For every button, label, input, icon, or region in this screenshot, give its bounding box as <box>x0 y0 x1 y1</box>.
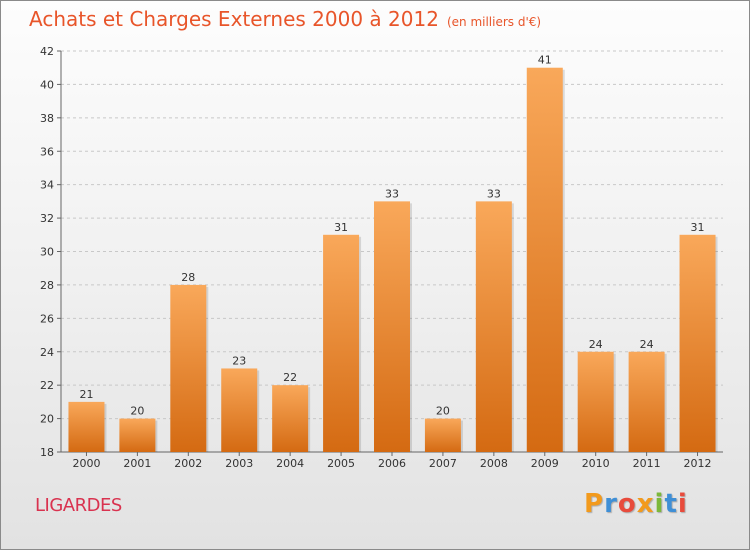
bar-2010 <box>577 351 614 452</box>
x-tick-label-2011: 2011 <box>633 457 661 470</box>
x-tick-label-2003: 2003 <box>225 457 253 470</box>
y-tick-label: 22 <box>40 379 54 392</box>
bar-2009 <box>526 67 563 452</box>
logo-letter: x <box>636 489 655 519</box>
logo-letter: i <box>654 489 665 519</box>
x-tick-label-2009: 2009 <box>531 457 559 470</box>
bar-2011 <box>628 351 665 452</box>
bar-2000 <box>68 401 105 452</box>
data-label-2009: 41 <box>538 54 552 67</box>
chart-title-unit: (en milliers d'€) <box>446 15 542 29</box>
y-tick-label: 24 <box>40 346 54 359</box>
chart-title: Achats et Charges Externes 2000 à 2012 (e… <box>29 7 541 31</box>
x-axis-tick-labels: 2000 2001 2002 2003 2004 2005 2006 2007 2008 2009… <box>72 452 712 470</box>
y-tick-label: 32 <box>40 212 54 225</box>
data-label-2004: 22 <box>283 371 297 384</box>
bar-2007 <box>424 418 461 452</box>
y-tick-label: 40 <box>40 78 54 91</box>
x-tick-label-2008: 2008 <box>480 457 508 470</box>
y-tick-label: 34 <box>40 179 54 192</box>
y-tick-label: 28 <box>40 279 54 292</box>
bar-2006 <box>374 201 410 452</box>
data-label-2008: 33 <box>487 187 501 200</box>
data-label-2007: 20 <box>436 405 450 418</box>
y-tick-label: 26 <box>40 312 54 325</box>
y-tick-label: 42 <box>40 45 54 58</box>
bar-2012 <box>679 234 716 452</box>
proxiti-logo[interactable]: Proxiti <box>584 489 688 519</box>
logo-letter: r <box>604 489 618 519</box>
logo-letter: P <box>584 489 605 519</box>
logo-letter: o <box>617 489 637 519</box>
bar-2005 <box>323 234 360 452</box>
x-tick-label-2006: 2006 <box>378 457 406 470</box>
x-tick-label-2000: 2000 <box>72 457 100 470</box>
y-tick-label: 36 <box>40 145 54 158</box>
bar-2001 <box>119 418 156 452</box>
x-tick-label-2010: 2010 <box>582 457 610 470</box>
y-tick-label: 20 <box>40 413 54 426</box>
data-label-2011: 24 <box>640 338 654 351</box>
y-tick-label: 18 <box>40 446 54 459</box>
logo-letter: t <box>664 489 678 519</box>
logo-letter: i <box>677 489 688 519</box>
x-tick-label-2005: 2005 <box>327 457 355 470</box>
data-label-2006: 33 <box>385 187 399 200</box>
bars <box>68 67 718 452</box>
data-label-2005: 31 <box>334 221 348 234</box>
bar-2004 <box>272 385 309 452</box>
data-label-2001: 20 <box>130 405 144 418</box>
y-axis-tick-labels: 18 20 22 24 26 28 30 32 34 36 38 40 42 <box>40 45 54 459</box>
bar-2008 <box>475 201 512 452</box>
x-tick-label-2007: 2007 <box>429 457 457 470</box>
commune-name: LIGARDES <box>35 495 122 516</box>
y-tick-label: 38 <box>40 112 54 125</box>
x-tick-label-2012: 2012 <box>684 457 712 470</box>
x-tick-label-2004: 2004 <box>276 457 304 470</box>
chart-title-main: Achats et Charges Externes 2000 à 2012 <box>29 7 439 31</box>
x-tick-label-2001: 2001 <box>123 457 151 470</box>
data-label-2012: 31 <box>691 221 705 234</box>
data-label-2002: 28 <box>181 271 195 284</box>
bar-2002 <box>170 284 207 452</box>
data-label-2000: 21 <box>79 388 93 401</box>
bar-2003 <box>221 368 258 452</box>
y-tick-label: 30 <box>40 246 54 259</box>
data-label-2003: 23 <box>232 354 246 367</box>
data-labels: 21 20 28 23 22 31 33 20 33 41 24 24 31 <box>79 54 704 418</box>
data-label-2010: 24 <box>589 338 603 351</box>
x-tick-label-2002: 2002 <box>174 457 202 470</box>
